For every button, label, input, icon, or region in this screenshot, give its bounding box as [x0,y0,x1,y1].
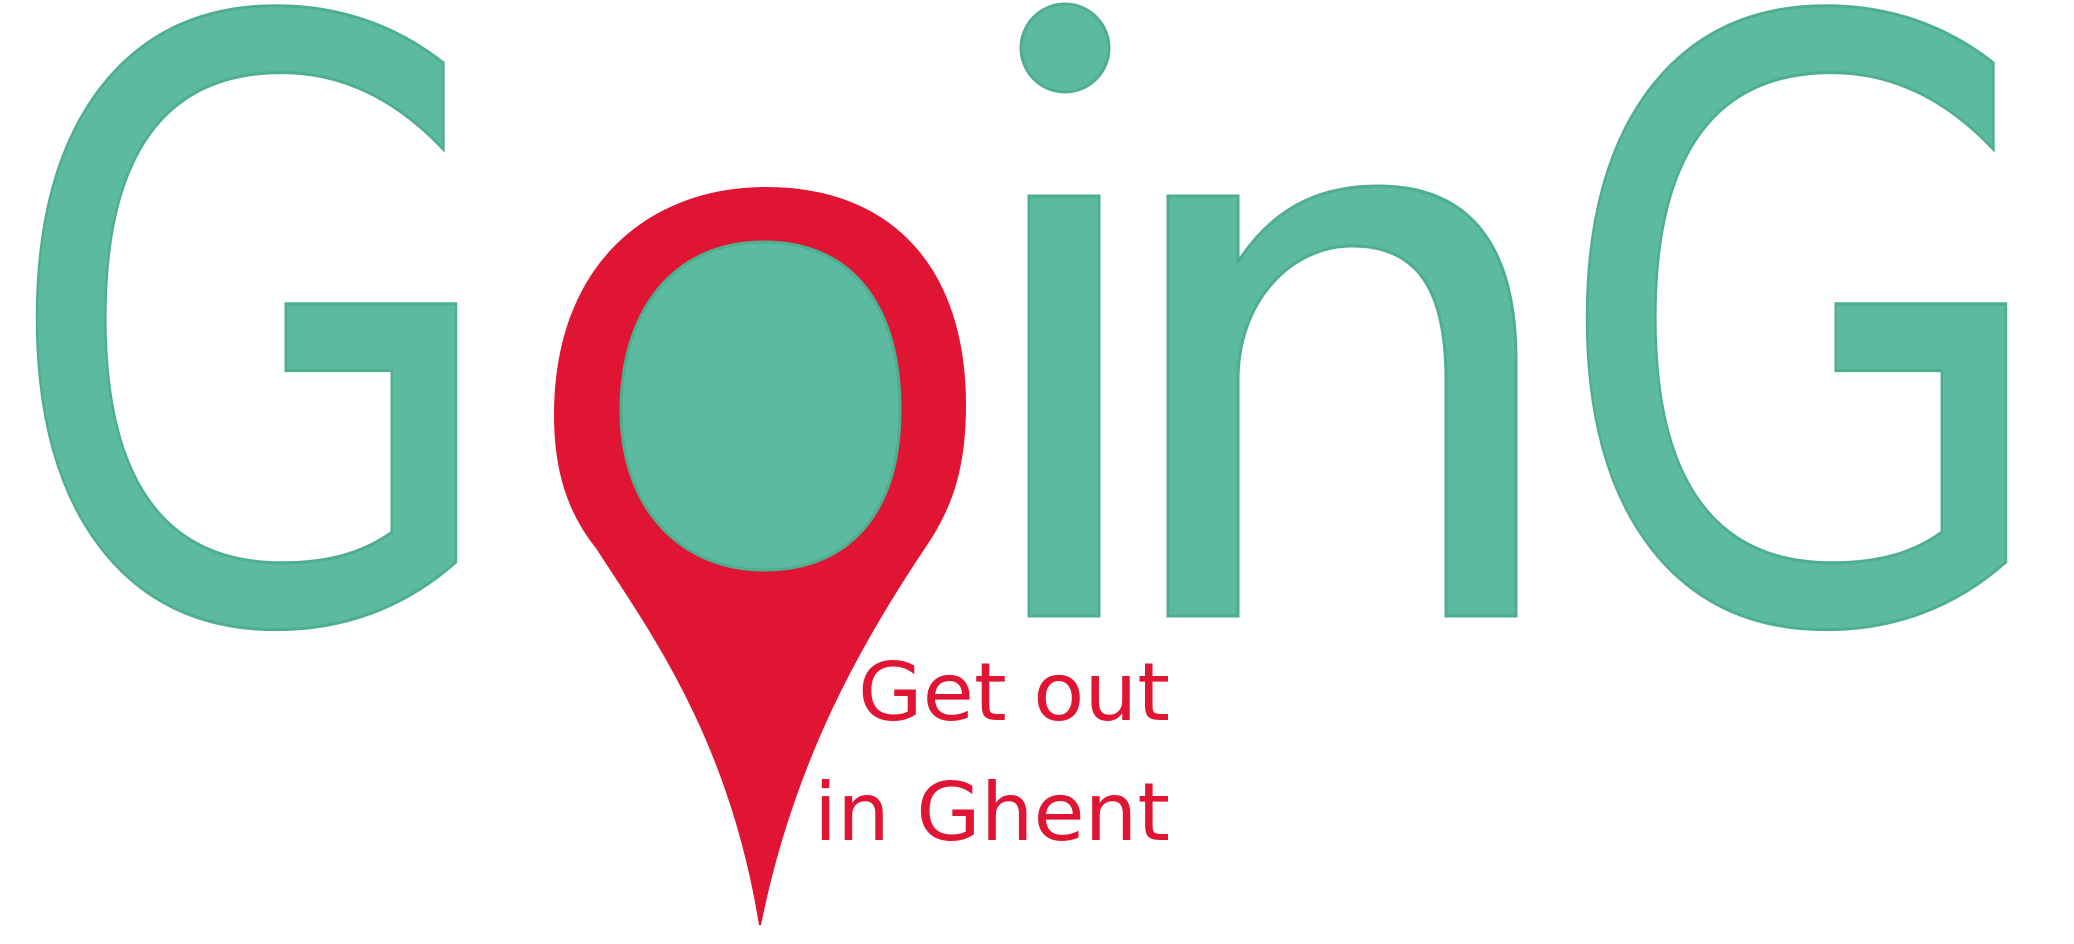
letter-g-last: G [1550,0,2060,813]
letter-n [1166,184,1518,618]
letter-i [1019,2,1111,618]
tagline-line-1: Get out [858,646,1170,739]
letter-g-first: G [0,0,510,813]
letter-i-stem [1027,194,1101,618]
letter-i-dot [1019,2,1111,94]
tagline-line-2: in Ghent [814,766,1170,859]
map-pin-hole [619,240,902,572]
map-pin-icon [553,186,967,926]
